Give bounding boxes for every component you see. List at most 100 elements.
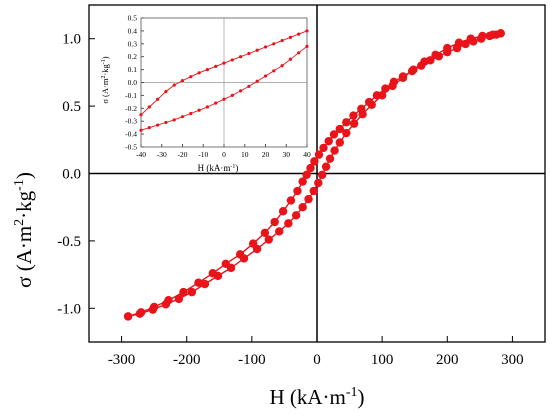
main-x-tick-label: 300 (501, 352, 524, 368)
inset-data-point-ascending (214, 101, 218, 105)
main-data-point-ascending (226, 263, 236, 273)
main-data-point-descending (461, 39, 470, 49)
main-data-point-ascending (291, 211, 301, 220)
inset-data-point-descending (197, 71, 201, 75)
main-y-tick-label: -1.0 (57, 301, 81, 317)
inset-data-point-ascending (297, 51, 301, 55)
inset-y-axis-label: σ (A·m2·kg-1) (100, 56, 110, 103)
main-data-point-descending (278, 207, 288, 216)
inset-y-tick-label: -0.4 (125, 130, 137, 139)
inset-data-point-ascending (247, 84, 251, 88)
main-data-point-ascending (398, 73, 408, 82)
inset-data-point-descending (288, 35, 292, 39)
inset-x-tick-label: 40 (303, 150, 311, 159)
inset-y-tick-label: -0.1 (125, 91, 137, 100)
main-data-point-descending (293, 186, 302, 196)
inset-data-point-descending (230, 58, 234, 62)
main-data-point-ascending (275, 227, 284, 236)
inset-plot: -40 -30 -20 -10 0 10 20 30 40 -0.5 -0.4 -0.3 -0.2 -0.… (125, 14, 311, 160)
inset-data-point-descending (147, 105, 151, 109)
inset-x-tick-label: 10 (241, 150, 249, 159)
main-data-point-ascending (420, 57, 429, 66)
main-data-point-descending (194, 278, 203, 287)
inset-data-point-descending (156, 97, 160, 101)
inset-data-point-descending (297, 32, 301, 36)
main-data-point-ascending (148, 305, 158, 314)
inset-data-point-ascending (230, 93, 234, 97)
main-data-point-ascending (335, 138, 344, 147)
inset-x-tick-label: -20 (178, 150, 188, 159)
inset-data-point-descending (305, 29, 309, 33)
main-x-tick-label: 100 (371, 352, 394, 368)
inset-data-point-ascending (156, 123, 160, 127)
main-data-point-descending (319, 143, 328, 153)
inset-data-point-descending (189, 75, 193, 79)
inset-data-point-descending (172, 83, 176, 87)
main-data-point-descending (329, 130, 339, 139)
main-data-point-descending (349, 111, 358, 120)
main-data-point-ascending (388, 81, 397, 91)
inset-data-point-ascending (263, 74, 268, 78)
main-data-point-ascending (431, 50, 440, 60)
main-data-point-descending (310, 157, 319, 166)
inset-y-tick-label: 0.0 (128, 78, 138, 87)
main-data-point-descending (302, 170, 311, 180)
main-data-point-ascending (349, 119, 359, 128)
main-y-axis-label: σ (A·m2·kg-1) (12, 172, 36, 288)
main-data-point-ascending (321, 162, 331, 171)
inset-data-point-ascending (305, 44, 309, 48)
main-data-point-descending (342, 118, 351, 127)
inset-data-point-ascending (222, 97, 226, 101)
main-plot: -300 -200 -100 0 100 200 300-1.0-0.50.00.51.0 (57, 4, 546, 368)
main-data-point-ascending (252, 244, 262, 254)
main-x-tick-label: 200 (436, 352, 459, 368)
inset-y-tick-label: 0.5 (128, 14, 138, 23)
inset-data-point-descending (139, 113, 143, 117)
main-data-point-ascending (264, 235, 273, 244)
main-data-point-ascending (239, 254, 249, 263)
inset-data-point-descending (222, 61, 226, 65)
main-x-tick-label: 0 (313, 352, 321, 368)
inset-y-tick-label: -0.3 (125, 117, 137, 126)
inset-data-point-ascending (280, 64, 284, 68)
inset-x-tick-label: 20 (262, 150, 270, 159)
inset-y-tick-label: 0.3 (128, 39, 138, 48)
inset-x-axis-label: H (kA·m-1) (198, 163, 239, 173)
main-data-point-ascending (488, 30, 498, 39)
main-x-axis-label: H (kA·m-1) (269, 385, 364, 409)
main-data-point-descending (335, 124, 344, 134)
main-data-point-ascending (409, 65, 418, 74)
main-y-tick-label: -0.5 (57, 234, 81, 250)
main-y-tick-label: 1.0 (62, 32, 81, 48)
main-y-tick-label: 0.0 (62, 167, 81, 183)
main-data-point-ascending (325, 154, 335, 163)
inset-x-tick-label: -40 (136, 150, 146, 159)
main-data-point-ascending (454, 38, 464, 47)
main-x-tick-label: -200 (173, 352, 201, 368)
inset-data-point-ascending (147, 126, 151, 130)
inset-data-point-descending (280, 38, 284, 43)
main-data-point-ascending (161, 300, 171, 309)
inset-data-point-ascending (205, 105, 209, 109)
inset-y-tick-label: 0.1 (128, 65, 138, 74)
main-data-point-ascending (443, 43, 452, 53)
inset-data-point-ascending (288, 57, 292, 61)
main-data-point-ascending (309, 186, 318, 196)
inset-data-point-ascending (272, 69, 276, 73)
inset-x-tick-label: -10 (198, 150, 208, 159)
main-y-tick-label: 0.5 (62, 99, 81, 115)
inset-data-point-ascending (197, 108, 201, 112)
main-data-point-descending (286, 196, 296, 205)
inset-x-tick-label: 30 (283, 150, 291, 159)
main-data-point-ascending (496, 29, 505, 38)
main-data-point-ascending (123, 312, 133, 321)
inset-data-point-ascending (172, 118, 176, 122)
main-data-point-ascending (304, 194, 313, 204)
main-data-point-descending (179, 287, 188, 297)
main-data-point-ascending (367, 100, 376, 109)
main-x-tick-label: -300 (108, 352, 136, 368)
main-data-point-ascending (342, 128, 351, 138)
main-data-point-descending (260, 228, 270, 238)
inset-data-point-ascending (164, 120, 168, 125)
